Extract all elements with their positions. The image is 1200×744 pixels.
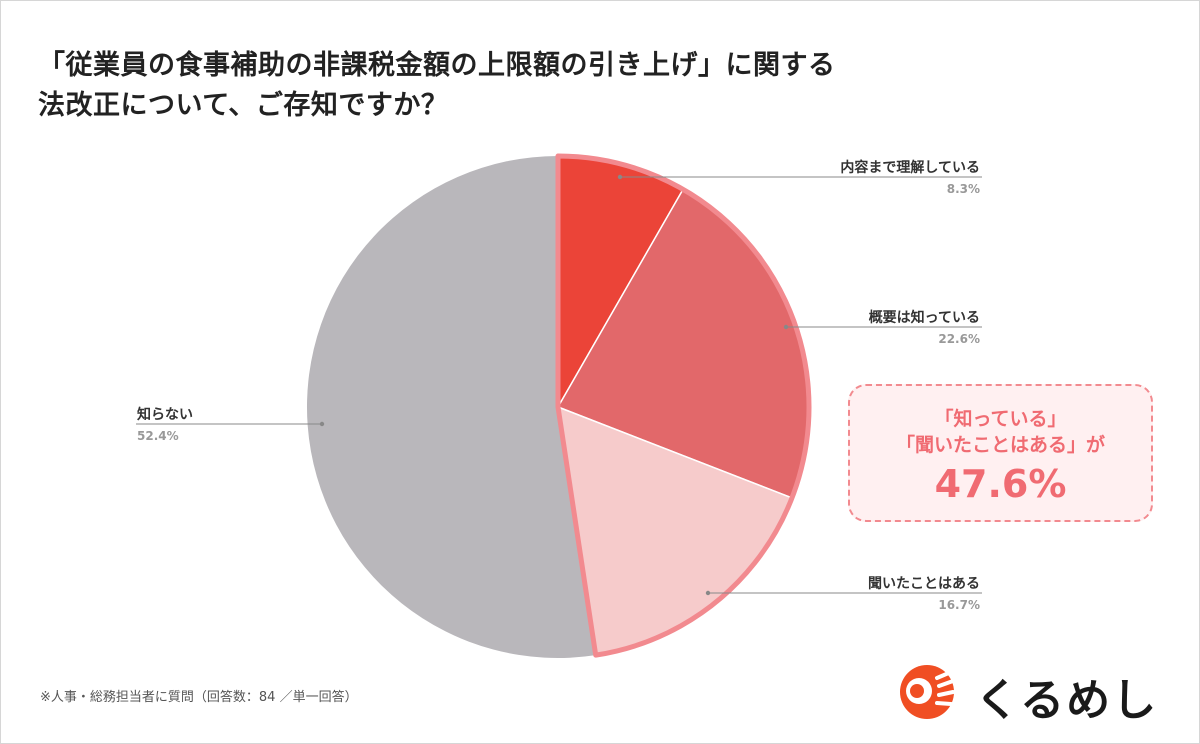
slice-label-1: 内容まで理解している [840,159,980,176]
highlight-callout: 「知っている」 「聞いたことはある」が 47.6% [848,384,1153,522]
leader-dot-4 [319,421,325,427]
pie-slice-4 [306,156,596,658]
leader-dot-3 [705,590,711,596]
slice-label-3: 聞いたことはある [868,576,980,592]
title-line-2: 法改正について、ご存知ですか？ [38,90,449,121]
callout-line-2: 「聞いたことはある」が [895,434,1105,456]
slice-value-4: 52.4% [137,429,179,443]
leader-dot-1 [617,174,623,180]
slice-label-2: 概要は知っている [869,309,980,326]
slice-value-1: 8.3% [947,182,980,196]
callout-line-1: 「知っている」 [934,408,1067,430]
page-title: 「従業員の食事補助の非課税金額の上限額の引き上げ」に関する 法改正について、ご存… [38,46,836,126]
title-line-1: 「従業員の食事補助の非課税金額の上限額の引き上げ」に関する [38,50,836,81]
footnote: ※人事・総務担当者に質問（回答数：84 ／単一回答） [40,690,358,705]
slice-value-3: 16.7% [938,598,980,612]
brand-logo: くるめし [893,662,1163,726]
highlight-outline [555,153,812,658]
slice-label-4: 知らない [137,406,193,423]
slice-value-2: 22.6% [938,332,980,346]
bowl-eye-logo-icon [900,665,955,719]
callout-value: 47.6% [934,462,1067,506]
logo-text: くるめし [975,675,1159,726]
leader-dot-2 [783,324,789,330]
